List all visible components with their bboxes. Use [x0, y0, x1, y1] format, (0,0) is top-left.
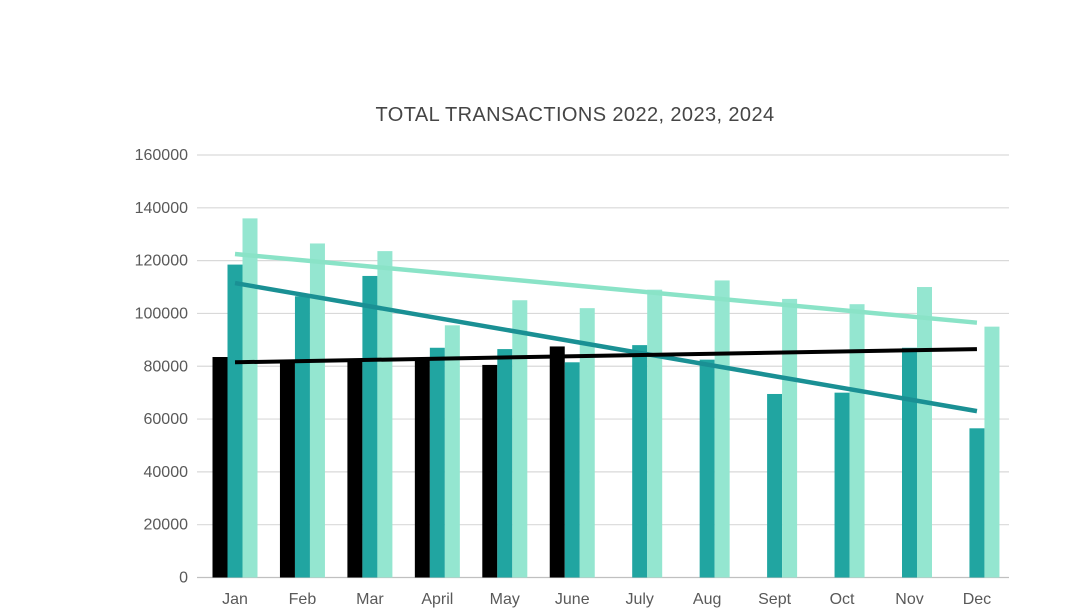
y-tick-label-160000: 160000 — [135, 147, 188, 164]
x-tick-label-june: June — [555, 591, 590, 608]
chart-title: TOTAL TRANSACTIONS 2022, 2023, 2024 — [375, 104, 775, 126]
bar-2022-jan[interactable] — [212, 357, 228, 578]
x-tick-label-jan: Jan — [222, 591, 248, 608]
x-tick-label-dec: Dec — [963, 591, 991, 608]
trendline-2022-trend[interactable] — [234, 347, 977, 365]
bar-2024-mar[interactable] — [377, 251, 393, 578]
y-tick-label-0: 0 — [179, 570, 188, 587]
y-tick-label-20000: 20000 — [144, 517, 189, 534]
bar-2023-dec[interactable] — [969, 428, 985, 578]
bar-2023-aug[interactable] — [699, 359, 715, 578]
y-tick-label-140000: 140000 — [135, 200, 188, 217]
trendline-2024-trend[interactable] — [234, 251, 978, 325]
bar-2024-jan[interactable] — [242, 218, 258, 578]
y-tick-label-100000: 100000 — [135, 305, 188, 322]
x-tick-label-sept: Sept — [758, 591, 791, 608]
bar-2022-feb[interactable] — [279, 360, 295, 578]
bar-2023-feb[interactable] — [294, 296, 310, 578]
bar-2022-june[interactable] — [549, 346, 565, 578]
bar-2024-june[interactable] — [579, 308, 595, 578]
bar-2023-june[interactable] — [564, 362, 580, 578]
bar-2024-sept[interactable] — [782, 298, 798, 578]
bar-2024-aug[interactable] — [714, 280, 730, 578]
x-tick-label-nov: Nov — [895, 591, 923, 608]
trendline-2023-trend[interactable] — [234, 280, 978, 414]
bar-2023-jan[interactable] — [227, 264, 243, 578]
bar-2022-mar[interactable] — [347, 359, 363, 578]
bar-2023-oct[interactable] — [834, 392, 850, 578]
y-tick-label-40000: 40000 — [144, 464, 189, 481]
bar-2022-may[interactable] — [482, 364, 498, 578]
bar-2024-april[interactable] — [444, 325, 460, 578]
y-tick-label-80000: 80000 — [144, 358, 189, 375]
x-tick-label-mar: Mar — [356, 591, 384, 608]
x-tick-label-may: May — [490, 591, 520, 608]
x-tick-label-oct: Oct — [830, 591, 855, 608]
bar-2023-may[interactable] — [497, 349, 513, 578]
bar-2024-may[interactable] — [512, 300, 528, 578]
bar-2024-oct[interactable] — [849, 304, 865, 578]
x-tick-label-april: April — [421, 591, 453, 608]
y-tick-label-60000: 60000 — [144, 411, 189, 428]
x-tick-label-aug: Aug — [693, 591, 721, 608]
bar-2024-july[interactable] — [647, 289, 663, 578]
bar-2023-sept[interactable] — [767, 393, 783, 578]
x-tick-label-july: July — [625, 591, 653, 608]
bar-2024-feb[interactable] — [309, 243, 325, 578]
bar-2023-april[interactable] — [429, 347, 445, 578]
bar-2023-mar[interactable] — [362, 275, 378, 578]
x-tick-label-feb: Feb — [289, 591, 317, 608]
bar-2024-dec[interactable] — [984, 326, 1000, 578]
y-tick-label-120000: 120000 — [135, 253, 188, 270]
bar-2023-nov[interactable] — [902, 347, 917, 578]
bar-2023-july[interactable] — [632, 345, 648, 578]
bar-2024-nov[interactable] — [917, 287, 932, 578]
bar-2022-april[interactable] — [414, 359, 430, 578]
